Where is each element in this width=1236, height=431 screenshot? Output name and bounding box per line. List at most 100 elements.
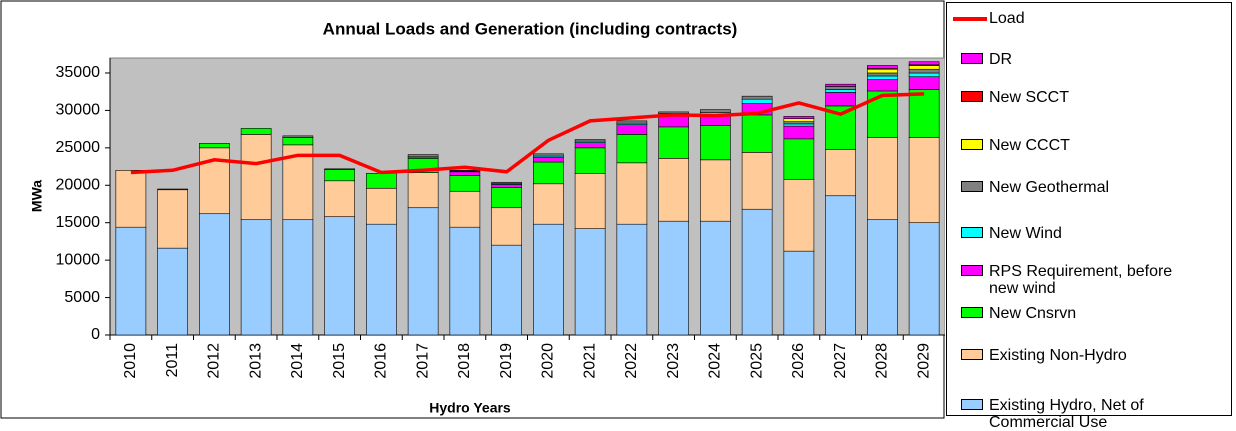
x-tick-label: 2016	[373, 343, 390, 379]
bar-segment	[282, 135, 314, 138]
legend: Load DR New SCCT New CCCT New Geothermal New …	[946, 2, 1232, 431]
bar-segment	[574, 147, 606, 174]
bar-segment	[700, 159, 731, 222]
legend-label: RPS Requirement, before new wind	[989, 263, 1173, 297]
bar-segment	[574, 228, 606, 336]
bar-segment	[741, 208, 773, 336]
x-tick-label: 2024	[707, 343, 724, 379]
x-tick-label: 2010	[122, 343, 139, 379]
chart-title: Annual Loads and Generation (including c…	[323, 19, 738, 38]
legend-swatch	[953, 17, 987, 21]
x-tick-label: 2017	[414, 343, 431, 379]
legend-label: New CCCT	[989, 137, 1070, 154]
x-tick-label: 2028	[874, 343, 891, 379]
legend-swatch	[961, 307, 983, 318]
bar-segment	[867, 137, 898, 221]
bar-segment	[908, 61, 940, 66]
x-tick-label: 2018	[456, 343, 473, 379]
bar-segment	[115, 226, 147, 336]
bar-segment	[658, 126, 689, 159]
bar-segment	[783, 138, 815, 180]
bar-segment	[157, 189, 188, 249]
bar-segment	[157, 247, 188, 336]
bar-segment	[240, 134, 272, 221]
bar-segment	[867, 79, 898, 92]
bar-segment	[616, 120, 648, 124]
x-tick-label: 2029	[915, 343, 932, 379]
y-tick-label: 10000	[56, 251, 101, 268]
bar-segment	[825, 92, 856, 107]
bar-segment	[533, 183, 564, 225]
bar-segment	[825, 149, 856, 197]
bar-segment	[658, 220, 689, 336]
bar-segment	[700, 109, 731, 113]
bar-segment	[783, 125, 815, 140]
bar-segment	[407, 172, 439, 209]
bar-segment	[783, 116, 815, 119]
y-tick-label: 35000	[56, 64, 101, 81]
y-tick-label: 5000	[64, 289, 100, 306]
bar-segment	[908, 68, 940, 74]
legend-swatch	[961, 181, 983, 192]
bar-segment	[491, 181, 522, 185]
bar-segment	[157, 188, 188, 191]
bar-segment	[908, 89, 940, 138]
bar-segment	[533, 153, 564, 157]
legend-label: New Wind	[989, 225, 1062, 242]
bar-segment	[115, 169, 147, 228]
bar-segment	[199, 147, 230, 215]
bar-segment	[867, 68, 898, 74]
x-tick-label: 2014	[289, 343, 306, 379]
legend-label: DR	[989, 51, 1013, 68]
chart: Annual Loads and Generation (including c…	[0, 0, 945, 419]
bar-segment	[616, 134, 648, 164]
bar-segment	[783, 178, 815, 252]
bar-segment	[700, 220, 731, 336]
bar-segment	[574, 142, 606, 149]
bar-segment	[867, 219, 898, 336]
bar-segment	[324, 169, 355, 182]
bar-segment	[574, 172, 606, 229]
bar-segment	[741, 95, 773, 100]
x-tick-label: 2021	[581, 343, 598, 379]
y-tick-label: 20000	[56, 176, 101, 193]
legend-swatch	[961, 139, 983, 150]
x-tick-label: 2015	[331, 343, 348, 379]
legend-label: New SCCT	[989, 89, 1070, 106]
legend-swatch	[961, 265, 983, 276]
legend-swatch	[961, 349, 983, 360]
bar-segment	[282, 137, 314, 146]
bar-segment	[449, 175, 481, 192]
bar-segment	[491, 244, 522, 336]
bar-segment	[616, 124, 648, 135]
bar-segment	[908, 76, 940, 90]
bar-segment	[199, 143, 230, 149]
legend-label: Existing Hydro, Net of Commercial Use	[989, 397, 1144, 431]
bar-segment	[700, 125, 731, 161]
legend-label: New Geothermal	[989, 179, 1110, 196]
x-tick-label: 2025	[748, 343, 765, 379]
legend-swatch	[961, 227, 983, 238]
bar-segment	[825, 89, 856, 93]
bar-segment	[783, 250, 815, 336]
bar-segment	[324, 216, 355, 336]
bar-segment	[616, 223, 648, 336]
x-tick-label: 2023	[665, 343, 682, 379]
bar-segment	[366, 187, 397, 225]
x-tick-label: 2011	[164, 343, 181, 378]
bar-segment	[407, 207, 439, 336]
bar-segment	[741, 114, 773, 153]
bar-segment	[658, 158, 689, 222]
bar-segment	[867, 65, 898, 69]
bar-segment	[783, 121, 815, 125]
bar-segment	[449, 190, 481, 228]
x-tick-label: 2013	[247, 343, 264, 379]
bar-segment	[199, 213, 230, 336]
bar-segment	[491, 187, 522, 209]
bar-segment	[240, 128, 272, 135]
bar-segment	[533, 161, 564, 185]
legend-label: Existing Non-Hydro	[989, 347, 1127, 364]
load-line	[130, 92, 925, 175]
bar-segment	[282, 219, 314, 336]
